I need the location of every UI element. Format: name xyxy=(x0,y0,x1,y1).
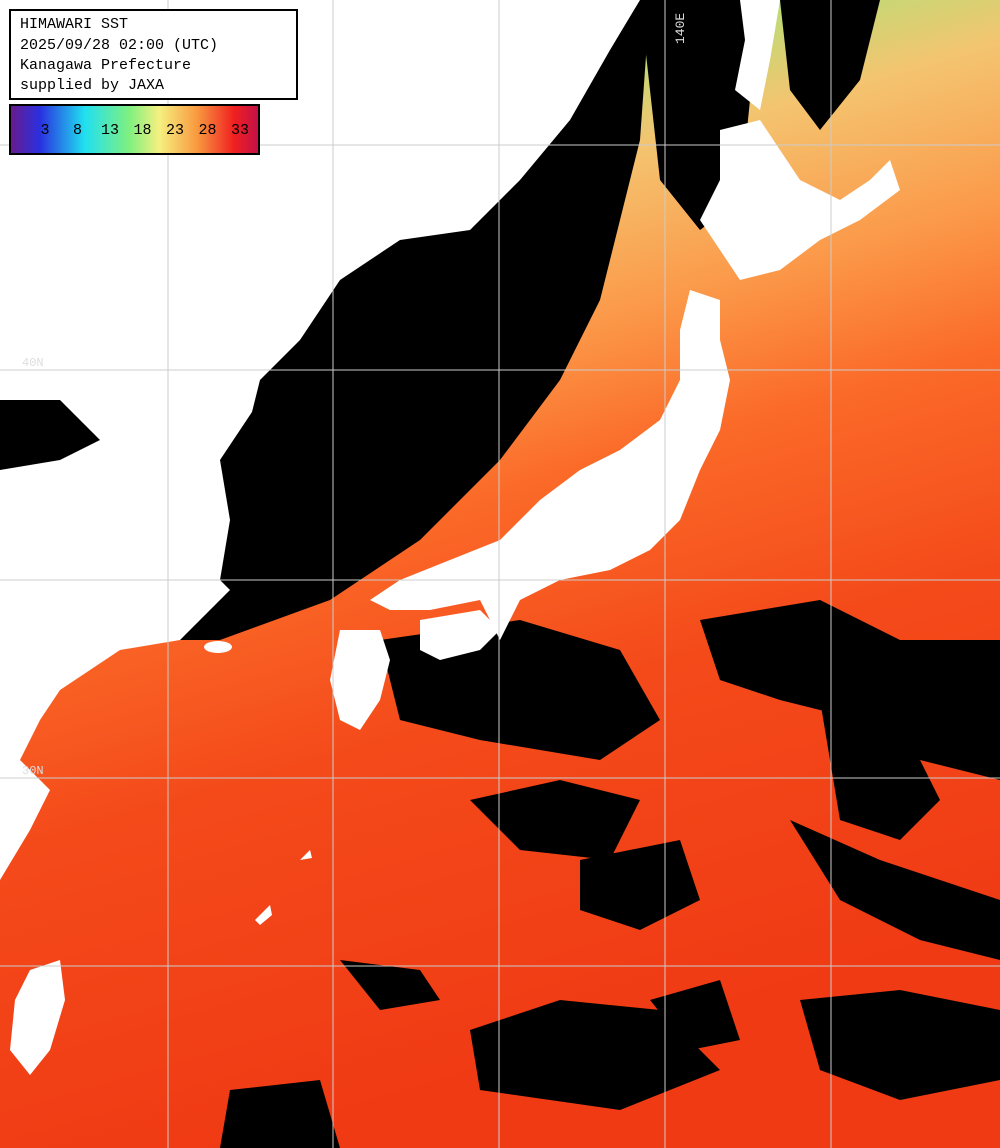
info-box xyxy=(9,9,298,100)
color-scale-label: 33 xyxy=(231,122,249,139)
header-line: HIMAWARI SST xyxy=(20,16,128,33)
lat-label: 40N xyxy=(22,356,44,370)
header-line: supplied by JAXA xyxy=(20,77,164,94)
header-line: Kanagawa Prefecture xyxy=(20,57,191,74)
color-scale-label: 23 xyxy=(166,122,184,139)
lat-label: 30N xyxy=(22,764,44,778)
color-scale-label: 3 xyxy=(40,122,49,139)
color-scale-label: 13 xyxy=(101,122,119,139)
header-line: 2025/09/28 02:00 (UTC) xyxy=(20,37,218,54)
color-scale xyxy=(9,104,260,155)
color-scale-label: 8 xyxy=(73,122,82,139)
color-scale-labels: 3 8 13 18 23 28 33 xyxy=(40,122,249,139)
color-scale-label: 28 xyxy=(198,122,216,139)
color-scale-label: 18 xyxy=(133,122,151,139)
lon-label: 140E xyxy=(673,13,688,44)
